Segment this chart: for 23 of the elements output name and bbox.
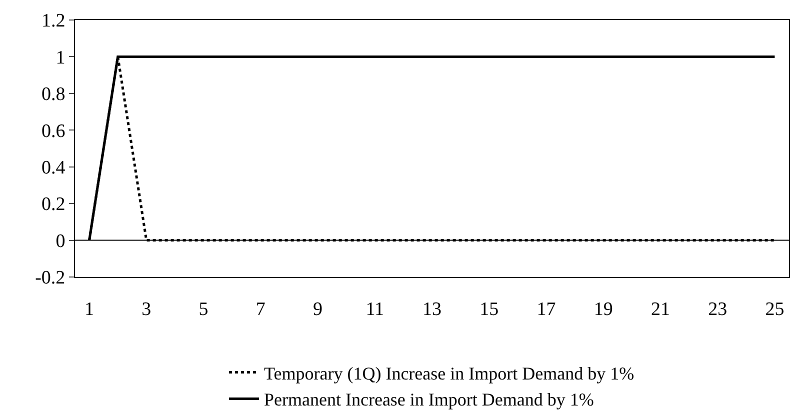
x-tick-label: 11 — [366, 298, 384, 320]
x-tick-label: 17 — [536, 298, 556, 320]
x-tick-label: 21 — [650, 298, 670, 320]
x-tick-label: 23 — [708, 298, 728, 320]
x-tick-label: 15 — [480, 298, 499, 320]
y-tick-label: -0.2 — [35, 268, 66, 289]
x-tick-label: 7 — [256, 298, 266, 320]
legend-label: Temporary (1Q) Increase in Import Demand by 1% — [264, 363, 634, 384]
x-tick-label: 5 — [198, 298, 208, 320]
y-tick-label: 0.4 — [41, 158, 66, 179]
y-tick-label: 0.2 — [41, 194, 66, 216]
y-tick-label: 1.2 — [41, 10, 66, 32]
x-tick-label: 19 — [594, 298, 613, 320]
y-tick-label: 0.6 — [41, 120, 66, 142]
x-tick-label: 3 — [142, 298, 152, 320]
y-tick-label: 0.8 — [41, 84, 66, 106]
x-tick-label: 13 — [422, 298, 442, 320]
x-tick-label: 25 — [765, 298, 784, 320]
x-tick-label: 9 — [313, 298, 323, 320]
y-tick-label: 1 — [56, 47, 66, 68]
legend-label: Permanent Increase in Import Demand by 1% — [264, 390, 594, 410]
x-tick-label: 1 — [84, 298, 94, 320]
y-tick-label: 0 — [56, 230, 66, 252]
